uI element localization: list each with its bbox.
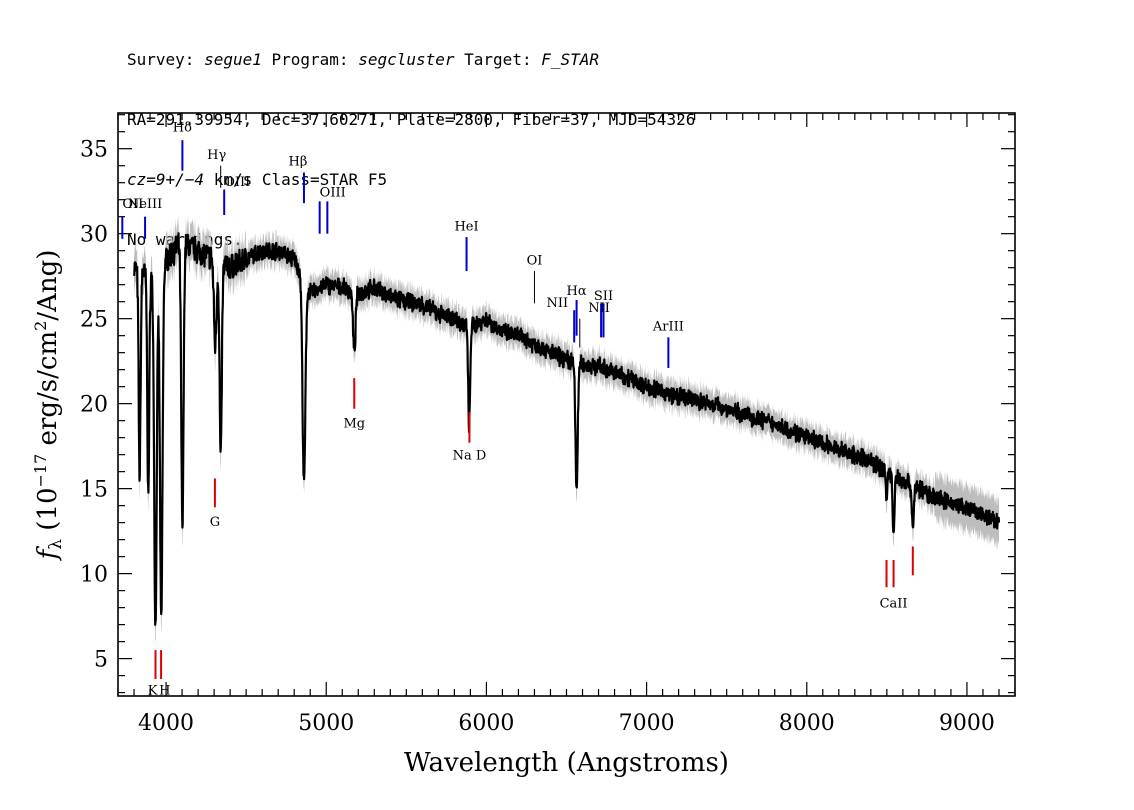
line-marker-label: SII [594,289,613,304]
line-marker-label: NII [588,301,610,316]
x-tick-label: 6000 [458,711,514,736]
y-tick-label: 30 [80,223,108,248]
x-tick-label: 7000 [619,711,675,736]
x-tick-label: 9000 [939,711,995,736]
line-marker-label: ArIII [652,320,684,335]
header-line-3: cz=9+/−4 km/s Class=STAR F5 [127,170,388,189]
line-marker-label: HeI [454,219,478,234]
line-marker-label: OII [122,197,143,212]
line-marker-label: Na D [453,449,487,464]
line-marker-label: G [210,515,220,530]
x-tick-label: 8000 [779,711,835,736]
line-marker-label: OIII [224,175,250,190]
y-tick-label: 20 [80,393,108,418]
y-tick-label: 35 [80,138,108,163]
header-line-2: RA=291.39954, Dec=37.60271, Plate=2800, … [127,110,696,129]
line-marker-label: K [148,683,158,698]
x-axis-title: Wavelength (Angstroms) [404,748,729,778]
y-tick-label: 25 [80,308,108,333]
x-tick-label: 4000 [138,711,194,736]
y-axis-title: fλ (10−17 erg/s/cm2/Ang) [31,250,66,562]
spectrum-header: Survey: segue1 Program: segcluster Targe… [127,10,695,270]
line-marker-label: OI [527,253,543,268]
line-marker-label: Hγ [207,148,226,163]
line-marker-label: Hδ [173,121,192,136]
line-marker-label: H [159,683,170,698]
line-marker-label: Mg [343,416,365,431]
x-tick-label: 5000 [298,711,354,736]
line-marker-label: NeIII [128,197,162,212]
line-marker-label: Hα [567,284,587,299]
header-line-1: Survey: segue1 Program: segcluster Targe… [127,50,600,69]
line-marker-label: NII [547,296,569,311]
y-tick-label: 10 [80,563,108,588]
line-marker-label: CaII [880,597,908,612]
line-marker-label: Hβ [289,155,308,170]
line-marker-label: OIII [320,185,346,200]
y-tick-label: 15 [80,478,108,503]
y-tick-label: 5 [94,648,108,673]
error-band [134,214,999,644]
spectrum-line [132,232,1001,626]
